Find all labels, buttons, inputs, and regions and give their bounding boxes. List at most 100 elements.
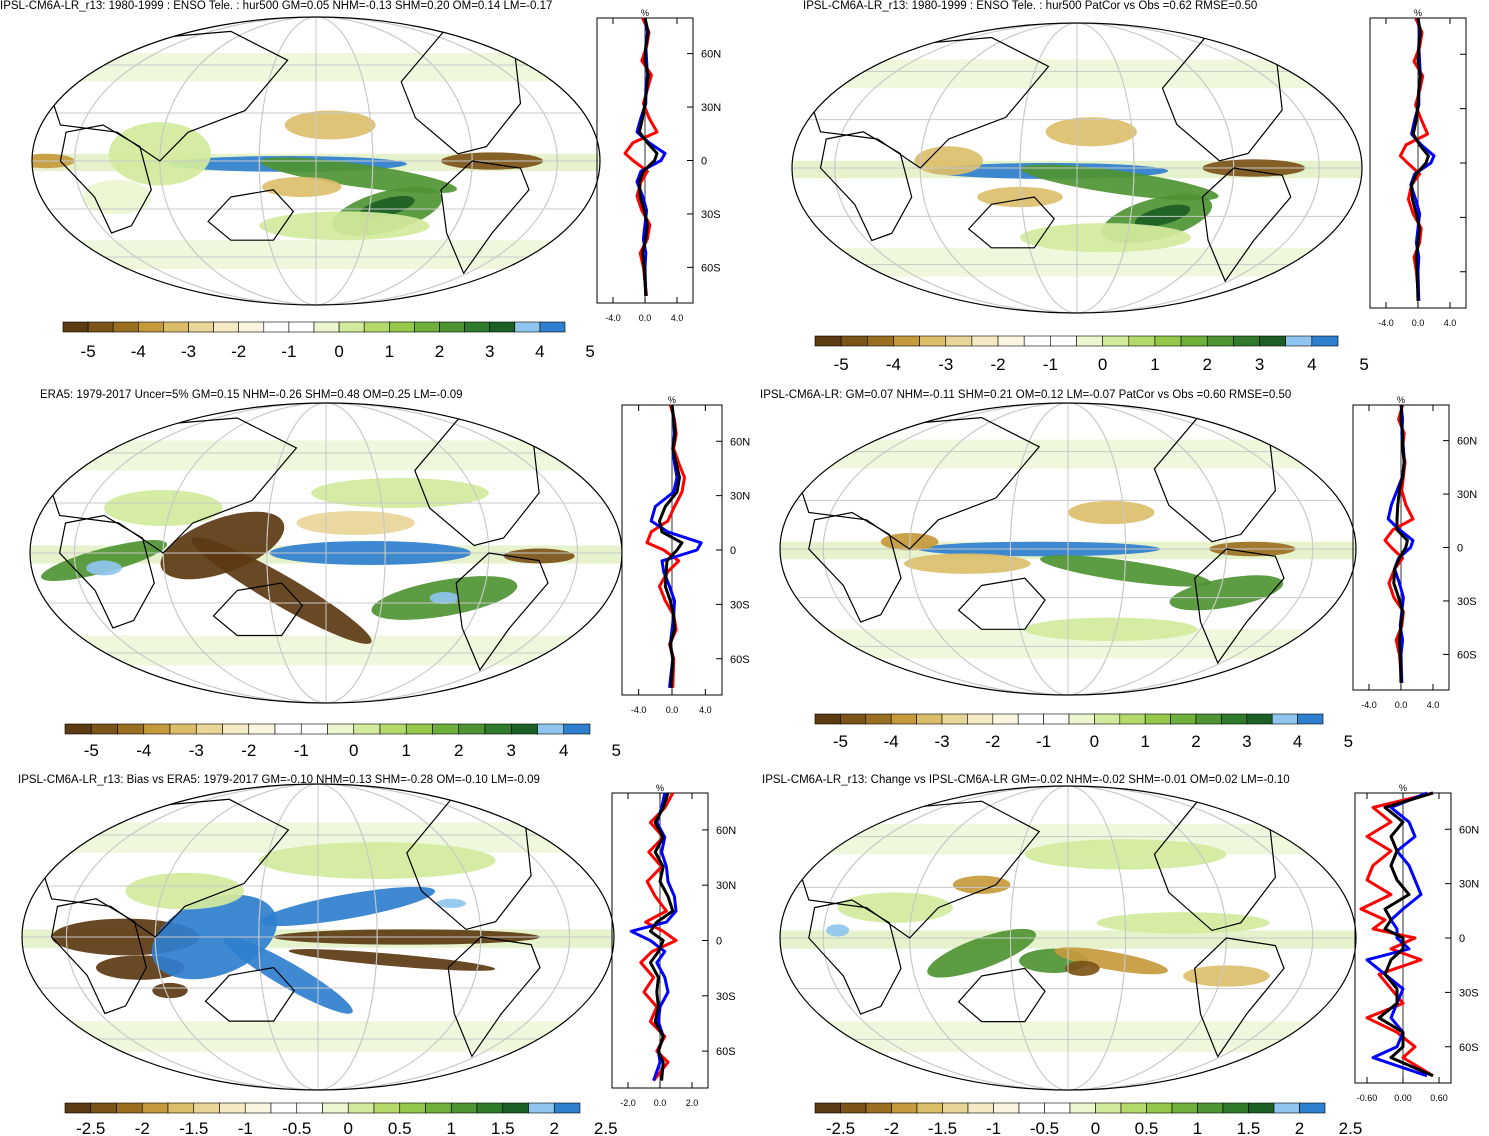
profile-y-tick-label: 30N <box>730 491 750 503</box>
colorbar-swatch <box>405 723 433 735</box>
colorbar-swatch <box>941 713 968 725</box>
colorbar-5: -2.5 -2 -1.5 -1 -0.5 0 0.5 1 1.5 2 2.5 <box>64 1102 618 1136</box>
colorbar-swatch <box>510 723 538 735</box>
colorbar-label: -5 <box>833 732 848 751</box>
colorbar-swatch <box>993 1102 1020 1114</box>
map-coastline <box>400 30 522 155</box>
colorbar-swatch <box>222 723 250 735</box>
colorbar-swatch <box>87 321 114 333</box>
colorbar-label: 3 <box>485 342 494 361</box>
colorbar-label: 2 <box>1191 732 1200 751</box>
colorbar-label: 1 <box>1193 1119 1202 1136</box>
colorbar-label: 2.5 <box>594 1119 618 1136</box>
colorbar-swatch <box>942 1102 969 1114</box>
colorbar-label: 1.5 <box>491 1119 515 1136</box>
map-anomaly <box>311 478 489 508</box>
map-anomaly <box>152 982 188 999</box>
colorbar-swatch <box>388 321 415 333</box>
map-5 <box>22 784 614 1090</box>
profile-x-tick-label: 0.00 <box>1394 1093 1412 1103</box>
colorbar-swatch <box>484 723 512 735</box>
colorbar-label: 0 <box>1091 1119 1100 1136</box>
profile-x-tick-label: 0.60 <box>1430 1093 1448 1103</box>
colorbar-label: -1 <box>281 342 296 361</box>
colorbar-swatch <box>296 1102 323 1114</box>
map-meridian <box>258 17 374 305</box>
map-coastline <box>59 124 152 234</box>
colorbar-label: -3 <box>189 741 204 760</box>
profile-y-tick-label: 30S <box>1459 987 1479 999</box>
profile-y-tick-label: 30N <box>1457 489 1477 501</box>
profile-y-tick-label: 60N <box>701 49 721 61</box>
colorbar-label: 0 <box>334 342 343 361</box>
profile-layer: -4.0 0.0 4.0% 60N 30N 0 30S 60S -4.0 0.0 4.0% -4.0 0… <box>596 8 1479 1108</box>
profile-y-tick-label: 30N <box>701 102 721 114</box>
colorbar-4: -5 -4 -3 -2 -1 0 1 2 3 4 5 <box>814 713 1353 751</box>
colorbar-3: -5 -4 -3 -2 -1 0 1 2 3 4 5 <box>64 723 621 760</box>
colorbar-swatch <box>1299 1102 1326 1114</box>
colorbar-swatch <box>64 723 92 735</box>
profile-y-tick-label: 30S <box>716 991 736 1003</box>
profile-x-tick-label: -4.0 <box>631 705 647 715</box>
map-4 <box>780 403 1356 695</box>
map-1 <box>32 17 600 305</box>
colorbar-swatch <box>916 713 943 725</box>
colorbar-swatch <box>327 723 355 735</box>
profile-x-tick-label: 0.0 <box>639 313 652 323</box>
profile-x-tick-label: -4.0 <box>1361 700 1377 710</box>
colorbar-swatch <box>865 1102 892 1114</box>
map-anomaly <box>260 886 436 926</box>
colorbar-swatch <box>1221 713 1248 725</box>
map-anomaly <box>503 548 575 564</box>
colorbar-swatch <box>1233 335 1260 347</box>
colorbar-swatch <box>992 713 1019 725</box>
profile-y-tick-label: 30N <box>716 880 736 892</box>
map-anomaly <box>1024 617 1198 641</box>
colorbar-swatch <box>476 1102 504 1114</box>
colorbar-swatch <box>840 713 867 725</box>
colorbar-label: 2 <box>454 741 463 760</box>
colorbar-swatch <box>399 1102 426 1114</box>
map-coastline <box>819 131 913 242</box>
colorbar-swatch <box>213 321 240 333</box>
colorbar-swatch <box>464 321 491 333</box>
map-anomaly <box>86 560 122 576</box>
colorbar-swatch <box>814 713 841 725</box>
colorbar-swatch <box>1285 335 1313 347</box>
profile-x-tick-label: 0.0 <box>654 1098 667 1108</box>
colorbar-swatch <box>553 1102 581 1114</box>
profile-x-tick-label: 0.0 <box>1395 700 1408 710</box>
colorbar-label: -2 <box>231 342 246 361</box>
map-coastline <box>406 798 532 931</box>
colorbar-label: 1 <box>447 1119 456 1136</box>
profile-y-tick-label: 0 <box>701 156 707 168</box>
colorbar-label: -2.5 <box>76 1119 105 1136</box>
colorbar-swatch <box>338 321 365 333</box>
colorbar-swatch <box>90 723 118 735</box>
zonal-profile-2: -4.0 0.0 4.0% <box>1369 8 1467 328</box>
map-anomaly <box>83 179 152 215</box>
profile-unit-label: % <box>1399 783 1407 793</box>
colorbar-swatch <box>313 321 340 333</box>
map-coastline <box>967 196 1055 249</box>
colorbar-label: -2 <box>135 1119 150 1136</box>
colorbar-label: -1.5 <box>179 1119 208 1136</box>
colorbar-swatch <box>945 335 973 347</box>
profile-line-black <box>1377 791 1434 1078</box>
colorbar-swatch <box>62 321 89 333</box>
colorbar-swatch <box>1120 1102 1147 1114</box>
colorbar-swatch <box>865 713 892 725</box>
map-coastline <box>455 552 549 672</box>
colorbar-swatch <box>502 1102 529 1114</box>
profile-x-tick-label: -4.0 <box>605 313 621 323</box>
colorbar-swatch <box>489 321 516 333</box>
colorbar-swatch <box>347 1102 375 1114</box>
colorbar-swatch <box>195 723 223 735</box>
colorbar-swatch <box>193 1102 220 1114</box>
colorbar-swatch <box>117 723 145 735</box>
colorbar-label: 5 <box>1344 732 1353 751</box>
map-anomaly <box>436 898 467 908</box>
colorbar-swatch <box>514 321 541 333</box>
panel-title: IPSL-CM6A-LR_r13: Bias vs ERA5: 1979-201… <box>18 774 540 786</box>
profile-line-black <box>658 404 684 688</box>
